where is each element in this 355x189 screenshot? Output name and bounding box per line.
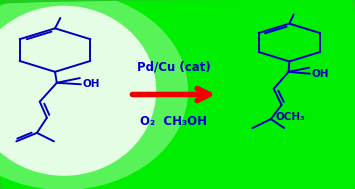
Text: Pd/Cu (cat): Pd/Cu (cat) (137, 61, 211, 74)
Ellipse shape (0, 0, 188, 189)
Text: OH: OH (82, 79, 100, 89)
Text: OH: OH (311, 69, 329, 79)
Text: O₂  CH₃OH: O₂ CH₃OH (141, 115, 207, 128)
Ellipse shape (0, 6, 156, 176)
Text: OCH₃: OCH₃ (275, 112, 305, 122)
